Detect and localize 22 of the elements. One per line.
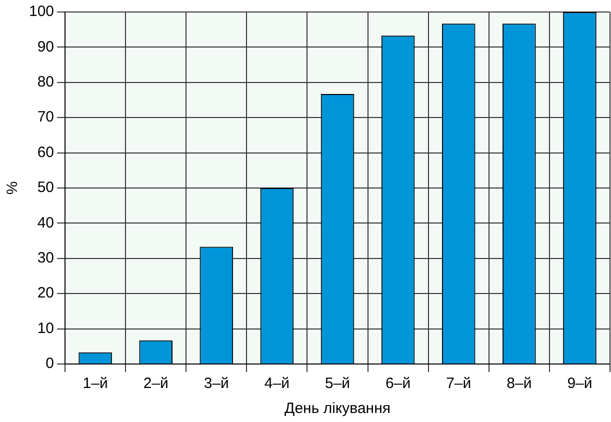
y-tick-label: 0: [46, 355, 54, 372]
x-tick-label: 8–й: [506, 375, 532, 392]
y-tick-label: 70: [37, 108, 54, 126]
y-axis-title: %: [4, 181, 22, 195]
x-tick-label: 6–й: [386, 375, 411, 392]
x-tick-label: 2–й: [143, 375, 168, 392]
y-tick-label: 90: [37, 38, 54, 56]
x-tick-label: 4–й: [264, 375, 290, 392]
x-tick-label: 3–й: [204, 375, 229, 392]
x-tick-label: 9–й: [567, 375, 592, 392]
y-tick-label: 80: [37, 74, 54, 91]
y-tick-label: 20: [37, 284, 54, 302]
y-tick-label: 60: [37, 144, 54, 161]
y-tick-label: 100: [28, 3, 54, 20]
y-tick-label: 40: [37, 214, 54, 232]
y-tick-label: 10: [37, 320, 54, 337]
x-tick-label: 7–й: [446, 375, 472, 392]
y-tick-label: 30: [37, 250, 54, 267]
x-axis-title: День лікування: [284, 400, 390, 418]
y-tick-label: 50: [37, 179, 54, 196]
x-tick-label: 5–й: [324, 375, 350, 392]
x-tick-label: 1–й: [82, 375, 108, 392]
